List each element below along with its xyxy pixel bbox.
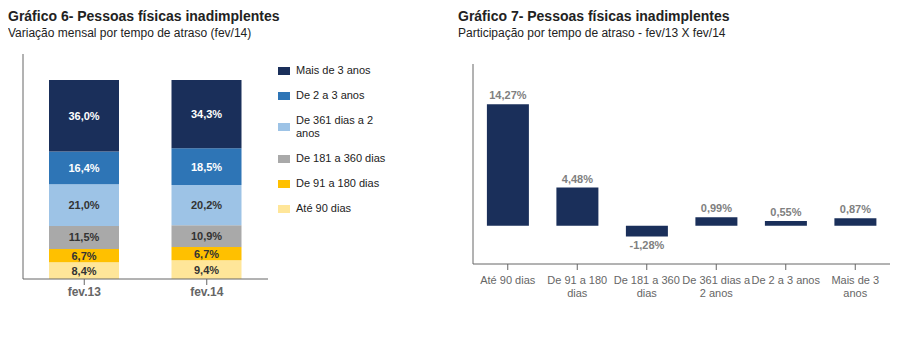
html-text:Mais de 3 anos: Mais de 3 anos [296, 64, 371, 76]
svg-text:De 91 a 180dias: De 91 a 180dias [547, 274, 607, 299]
svg-text:18,5%: 18,5% [191, 161, 222, 173]
svg-text:4,48%: 4,48% [562, 173, 593, 185]
svg-text:fev.14: fev.14 [190, 285, 223, 299]
svg-text:De 181 a 360dias: De 181 a 360dias [614, 274, 680, 299]
svg-text:6,7%: 6,7% [194, 248, 219, 260]
html-text:Participação por tempo de atra: Participação por tempo de atraso - fev/1… [458, 26, 726, 40]
svg-text:36,0%: 36,0% [68, 110, 99, 122]
svg-text:11,5%: 11,5% [69, 231, 100, 243]
svg-text:De 2 a 3 anos: De 2 a 3 anos [752, 274, 821, 286]
html-text:De 361 dias a 2 anos: De 361 dias a 2 anos [296, 114, 374, 139]
html-text:De 181 a 360 dias: De 181 a 360 dias [296, 152, 386, 164]
svg-text:16,4%: 16,4% [68, 162, 99, 174]
svg-text:14,27%: 14,27% [489, 89, 527, 101]
svg-text:fev.13: fev.13 [68, 285, 101, 299]
svg-text:0,55%: 0,55% [770, 206, 801, 218]
html-text:De 2 a 3 anos: De 2 a 3 anos [296, 89, 365, 101]
svg-text:34,3%: 34,3% [191, 108, 222, 120]
svg-text:-1,28%: -1,28% [629, 239, 664, 251]
svg-text:20,2%: 20,2% [191, 199, 222, 211]
svg-text:Mais de 3anos: Mais de 3anos [831, 274, 879, 299]
svg-text:0,99%: 0,99% [701, 202, 732, 214]
svg-text:10,9%: 10,9% [191, 230, 222, 242]
svg-text:De 361 dias a2 anos: De 361 dias a2 anos [682, 274, 751, 299]
svg-text:8,4%: 8,4% [71, 265, 96, 277]
html-text:De 91 a 180 dias: De 91 a 180 dias [296, 177, 380, 189]
svg-text:9,4%: 9,4% [194, 264, 219, 276]
svg-text:Até 90 dias: Até 90 dias [480, 274, 536, 286]
html-text:Gráfico 6- Pessoas físicas ina: Gráfico 6- Pessoas físicas inadimplentes [8, 8, 280, 24]
svg-text:6,7%: 6,7% [71, 250, 96, 262]
html-text:Variação mensal por tempo de a: Variação mensal por tempo de atraso (fev… [8, 26, 252, 40]
svg-text:21,0%: 21,0% [68, 199, 99, 211]
html-text:Gráfico 7- Pessoas físicas ina: Gráfico 7- Pessoas físicas inadimplentes [458, 8, 730, 24]
svg-text:0,87%: 0,87% [840, 203, 871, 215]
html-text:Até 90 dias: Até 90 dias [296, 202, 351, 214]
